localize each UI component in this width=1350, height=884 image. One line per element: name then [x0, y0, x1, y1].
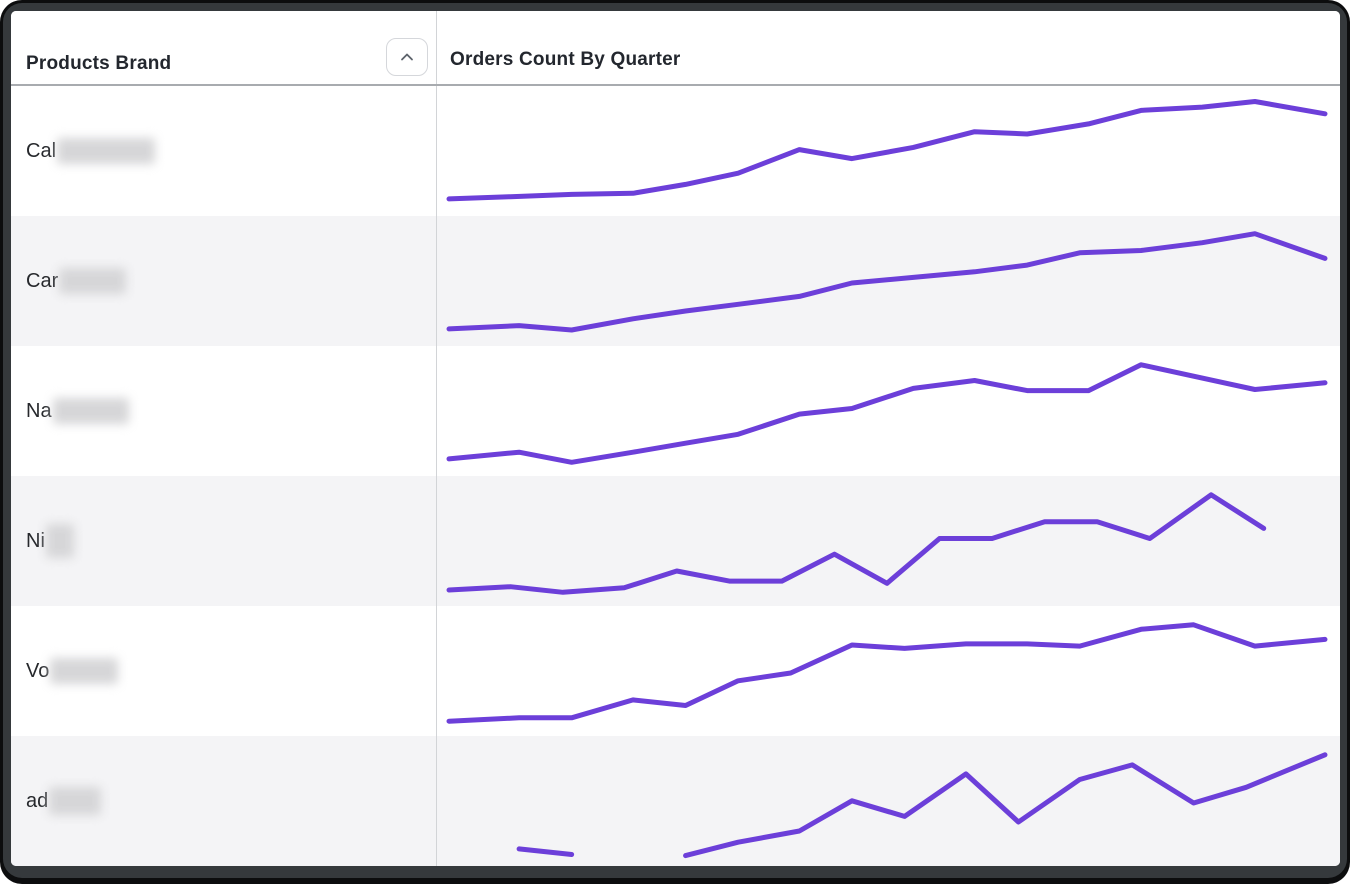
redacted-brand-text	[50, 658, 119, 684]
orders-sparkline	[446, 622, 1328, 724]
brand-name-visible: ad	[26, 789, 49, 812]
brand-name-visible: Na	[26, 399, 52, 422]
brand-name-visible: Ni	[26, 529, 45, 552]
brand-name-visible: Car	[26, 269, 59, 292]
brand-name-visible: Cal	[26, 139, 57, 162]
orders-sparkline	[446, 99, 1328, 202]
table-body: Cal Car Na Ni Vo ad	[11, 86, 1340, 866]
column-header-products-brand[interactable]: Products Brand	[11, 11, 437, 84]
table-row[interactable]: Vo	[11, 606, 1340, 736]
chart-cell	[437, 606, 1340, 736]
redacted-brand-text	[57, 138, 156, 164]
chevron-up-icon	[397, 47, 417, 67]
brand-name-visible: Vo	[26, 659, 50, 682]
chart-cell	[437, 346, 1340, 476]
sort-ascending-button[interactable]	[386, 38, 428, 76]
redacted-brand-text	[49, 787, 102, 815]
chart-cell	[437, 86, 1340, 216]
redacted-brand-text	[52, 398, 129, 424]
products-brand-header-label: Products Brand	[26, 53, 172, 75]
brand-cell: Na	[11, 346, 437, 476]
chart-cell	[437, 736, 1340, 866]
table-header-row: Products Brand Orders Count By Quarter	[11, 11, 1340, 86]
brand-cell: Ni	[11, 476, 437, 606]
brand-cell: ad	[11, 736, 437, 866]
orders-sparkline	[446, 231, 1328, 333]
orders-sparkline	[446, 492, 1267, 595]
orders-sparkline	[516, 752, 1328, 859]
report-table-widget: Products Brand Orders Count By Quarter C…	[11, 11, 1340, 866]
redacted-brand-text	[59, 268, 127, 294]
orders-count-header-label: Orders Count By Quarter	[450, 49, 681, 71]
orders-sparkline	[446, 362, 1328, 465]
brand-cell: Cal	[11, 86, 437, 216]
redacted-brand-text	[45, 524, 74, 558]
table-row[interactable]: Na	[11, 346, 1340, 476]
chart-cell	[437, 216, 1340, 346]
table-row[interactable]: Ni	[11, 476, 1340, 606]
table-row[interactable]: Car	[11, 216, 1340, 346]
table-row[interactable]: ad	[11, 736, 1340, 866]
table-row[interactable]: Cal	[11, 86, 1340, 216]
chart-cell	[437, 476, 1340, 606]
column-header-orders-count[interactable]: Orders Count By Quarter	[437, 11, 1340, 84]
brand-cell: Car	[11, 216, 437, 346]
brand-cell: Vo	[11, 606, 437, 736]
